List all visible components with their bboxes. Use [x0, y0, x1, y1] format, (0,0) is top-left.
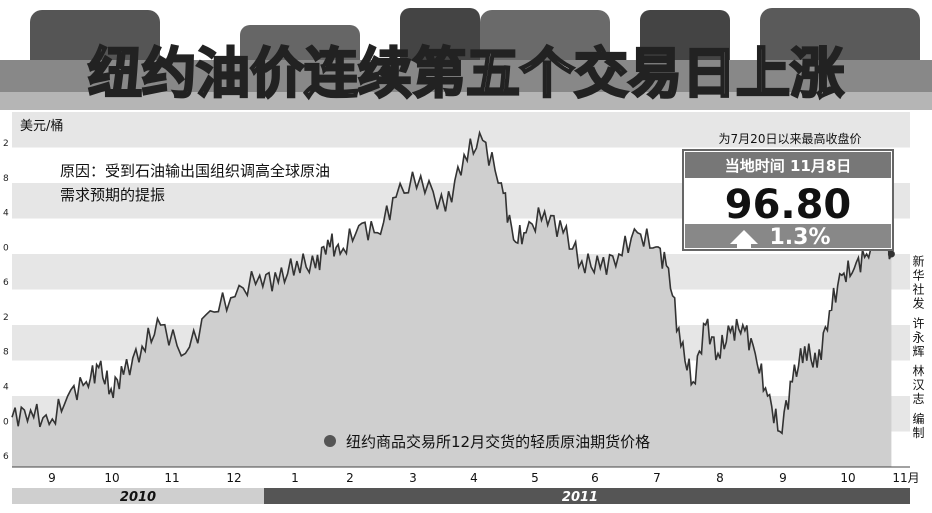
price-change-bg	[685, 224, 891, 248]
price-change: 1.3%	[769, 225, 830, 250]
x-tick-label: 11月	[892, 471, 919, 485]
y-tick-label: 6	[3, 278, 9, 288]
price-box-header-bg	[685, 152, 891, 178]
x-tick-label: 2	[346, 471, 354, 485]
x-tick-label: 1	[291, 471, 299, 485]
price-line	[11, 129, 893, 435]
legend-marker-icon	[324, 435, 336, 447]
x-tick-labels: 9 10 11 12 1 2 3 4 5 6 7 8 9 10 11月	[48, 471, 919, 485]
x-tick-label: 4	[470, 471, 478, 485]
up-arrow-icon	[730, 230, 758, 248]
y-tick-label: 4	[3, 383, 9, 393]
banner-drums	[0, 8, 932, 110]
x-tick-label: 9	[48, 471, 56, 485]
y-tick-label: 6	[3, 452, 9, 462]
y-axis-unit: 美元/桶	[20, 119, 63, 134]
y-tick-label: 2	[3, 313, 9, 323]
y-tick-label: 0	[3, 243, 9, 253]
reason-line-1: 原因：受到石油输出国组织调高全球原油	[60, 162, 330, 180]
price-value: 96.80	[725, 182, 852, 228]
x-tick-label: 5	[531, 471, 539, 485]
x-tick-label: 8	[716, 471, 724, 485]
x-tick-label: 9	[779, 471, 787, 485]
price-box-header: 当地时间 11月8日	[725, 157, 852, 175]
last-price-point	[887, 250, 895, 258]
x-tick-label: 10	[840, 471, 855, 485]
y-tick-label: 8	[3, 348, 9, 358]
x-tick-label: 7	[653, 471, 661, 485]
x-tick-label: 3	[409, 471, 417, 485]
reason-line-2: 需求预期的提振	[60, 186, 165, 204]
year-label-2010: 2010	[120, 490, 156, 505]
legend-label: 纽约商品交易所12月交货的轻质原油期货价格	[346, 433, 650, 451]
chart-title: 纽约油价连续第五个交易日上涨	[88, 42, 844, 105]
x-tick-label: 12	[226, 471, 241, 485]
price-area	[12, 132, 892, 467]
x-tick-label: 10	[104, 471, 119, 485]
y-tick-label: 0	[3, 417, 9, 427]
credit-text: 新华社发 许永辉 林汉志 编制	[911, 254, 925, 441]
year-bar-2010	[12, 488, 264, 504]
y-tick-label: 4	[3, 209, 9, 219]
x-tick-label: 6	[591, 471, 599, 485]
y-tick-label: 8	[3, 174, 9, 184]
y-tick-label: 2	[3, 139, 9, 149]
year-bar-2011	[264, 488, 910, 504]
x-axis-band	[12, 467, 910, 487]
year-label-2011: 2011	[562, 490, 598, 505]
background-band	[12, 112, 910, 148]
price-box-note: 为7月20日以来最高收盘价	[719, 131, 862, 146]
y-tick-labels: 2 8 4 0 6 2 8 4 0 6	[3, 139, 9, 462]
x-tick-label: 11	[164, 471, 179, 485]
